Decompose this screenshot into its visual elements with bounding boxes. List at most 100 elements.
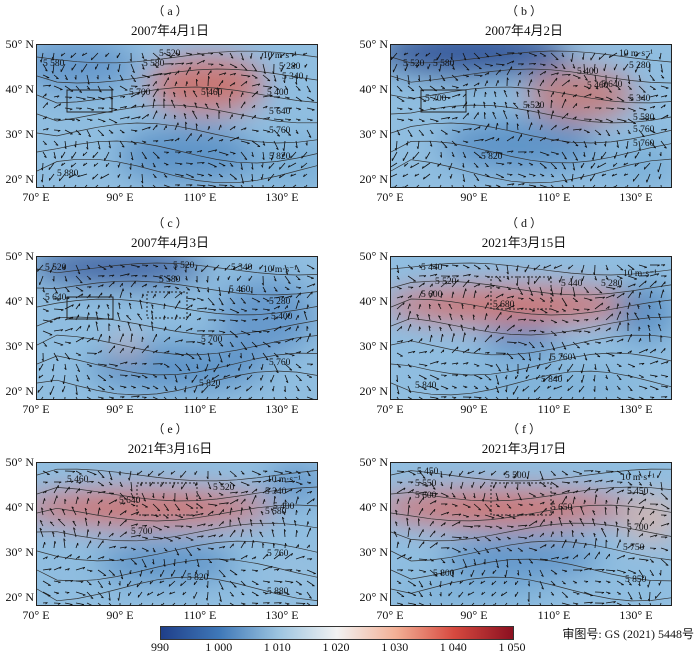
wind-vector (592, 184, 596, 187)
longitude-tick-label: 90° E (460, 608, 488, 622)
pressure-field (267, 553, 317, 593)
wind-vector (240, 308, 248, 312)
wind-vector (42, 341, 48, 347)
contour-label: 5 550 (415, 479, 437, 489)
panel-title: 2021年3月16日 (127, 441, 213, 456)
wind-vector (440, 522, 446, 527)
wind-vector (295, 591, 302, 595)
wind-vector (195, 602, 198, 605)
height-contour (391, 68, 671, 84)
wind-vector (170, 99, 176, 109)
height-contour (37, 486, 317, 502)
wind-vector (240, 52, 244, 61)
wind-vector (527, 110, 530, 120)
wind-vector (141, 113, 149, 120)
wind-vector (63, 538, 66, 549)
wind-vector (92, 151, 99, 159)
wind-vector (39, 520, 44, 527)
wind-vector (130, 395, 140, 398)
height-contour (37, 522, 317, 542)
wind-vector (250, 52, 253, 59)
wind-vector (484, 63, 493, 66)
wind-vector (407, 539, 411, 549)
wind-vector (168, 580, 176, 587)
wind-vector (95, 184, 99, 187)
contour-label: 5 280 (629, 61, 651, 71)
wind-vector (84, 184, 88, 187)
wind-vector (537, 109, 541, 120)
longitude-tick-label: 70° E (376, 190, 404, 204)
wind-vector (495, 52, 502, 56)
height-contour (391, 50, 671, 64)
wind-vector (119, 74, 124, 81)
wind-vector (284, 552, 293, 560)
longitude-tick-label: 70° E (376, 402, 404, 416)
contour-label: 5 520 (403, 59, 425, 69)
pressure-field (391, 45, 571, 78)
wind-vector (550, 481, 559, 488)
wind-vector (163, 363, 170, 368)
wind-vector (495, 374, 500, 385)
wind-vector (484, 80, 488, 87)
wind-vector (295, 396, 299, 399)
wind-vector (594, 363, 597, 370)
wind-vector (97, 470, 105, 478)
wind-vector (262, 286, 267, 293)
wind-vector (594, 296, 605, 299)
wind-vector (583, 352, 588, 361)
wind-vector (649, 273, 660, 277)
wind-vector (613, 162, 618, 167)
wind-vector (550, 470, 556, 476)
wind-vector (495, 325, 501, 332)
wind-vector (52, 52, 55, 60)
wind-vector (75, 363, 81, 372)
wind-vector (251, 140, 261, 147)
wind-vector (462, 332, 466, 343)
wind-vector (229, 498, 239, 505)
wind-vector (229, 136, 240, 142)
wind-vector (534, 385, 541, 393)
wind-vector (195, 123, 198, 131)
wind-vector (561, 162, 567, 170)
wind-vector (64, 580, 73, 582)
wind-vector (284, 363, 293, 371)
wind-vector (484, 536, 492, 542)
wind-vector (407, 496, 411, 505)
wind-vector (501, 591, 508, 597)
wind-vector (218, 509, 225, 516)
wind-vector (462, 173, 466, 182)
wind-vector (495, 69, 501, 76)
wind-vector (550, 162, 558, 170)
wind-vector (634, 151, 640, 159)
wind-vector (484, 123, 490, 131)
latitude-tick-label: 50° N (5, 37, 34, 51)
wind-vector (407, 324, 411, 332)
wind-vector (229, 173, 238, 180)
wind-vector (553, 374, 563, 379)
height-contour (37, 540, 317, 562)
wind-vector (528, 286, 534, 296)
wind-vector (185, 536, 194, 541)
wind-vector (478, 470, 486, 475)
pressure-field (526, 67, 636, 123)
wind-vector (196, 134, 202, 142)
wind-vector (91, 52, 99, 61)
wind-vector (605, 352, 615, 357)
wind-scale-label: 10 m·s⁻¹ (623, 269, 657, 279)
wind-vector (140, 569, 143, 577)
wind-vector (77, 173, 88, 178)
wind-vector (638, 129, 645, 137)
wind-vector (262, 151, 265, 160)
wind-vector (648, 470, 651, 478)
wind-vector (394, 184, 398, 187)
wind-vector (229, 82, 236, 87)
wind-vector (418, 491, 427, 494)
wind-vector (64, 352, 71, 360)
wind-vector (604, 184, 607, 187)
wind-vector (86, 129, 91, 137)
wind-vector (163, 525, 170, 528)
wind-vector (616, 338, 624, 343)
contour-label: 5 520 (435, 277, 457, 287)
wind-vector (516, 91, 519, 98)
wind-vector (429, 542, 438, 549)
